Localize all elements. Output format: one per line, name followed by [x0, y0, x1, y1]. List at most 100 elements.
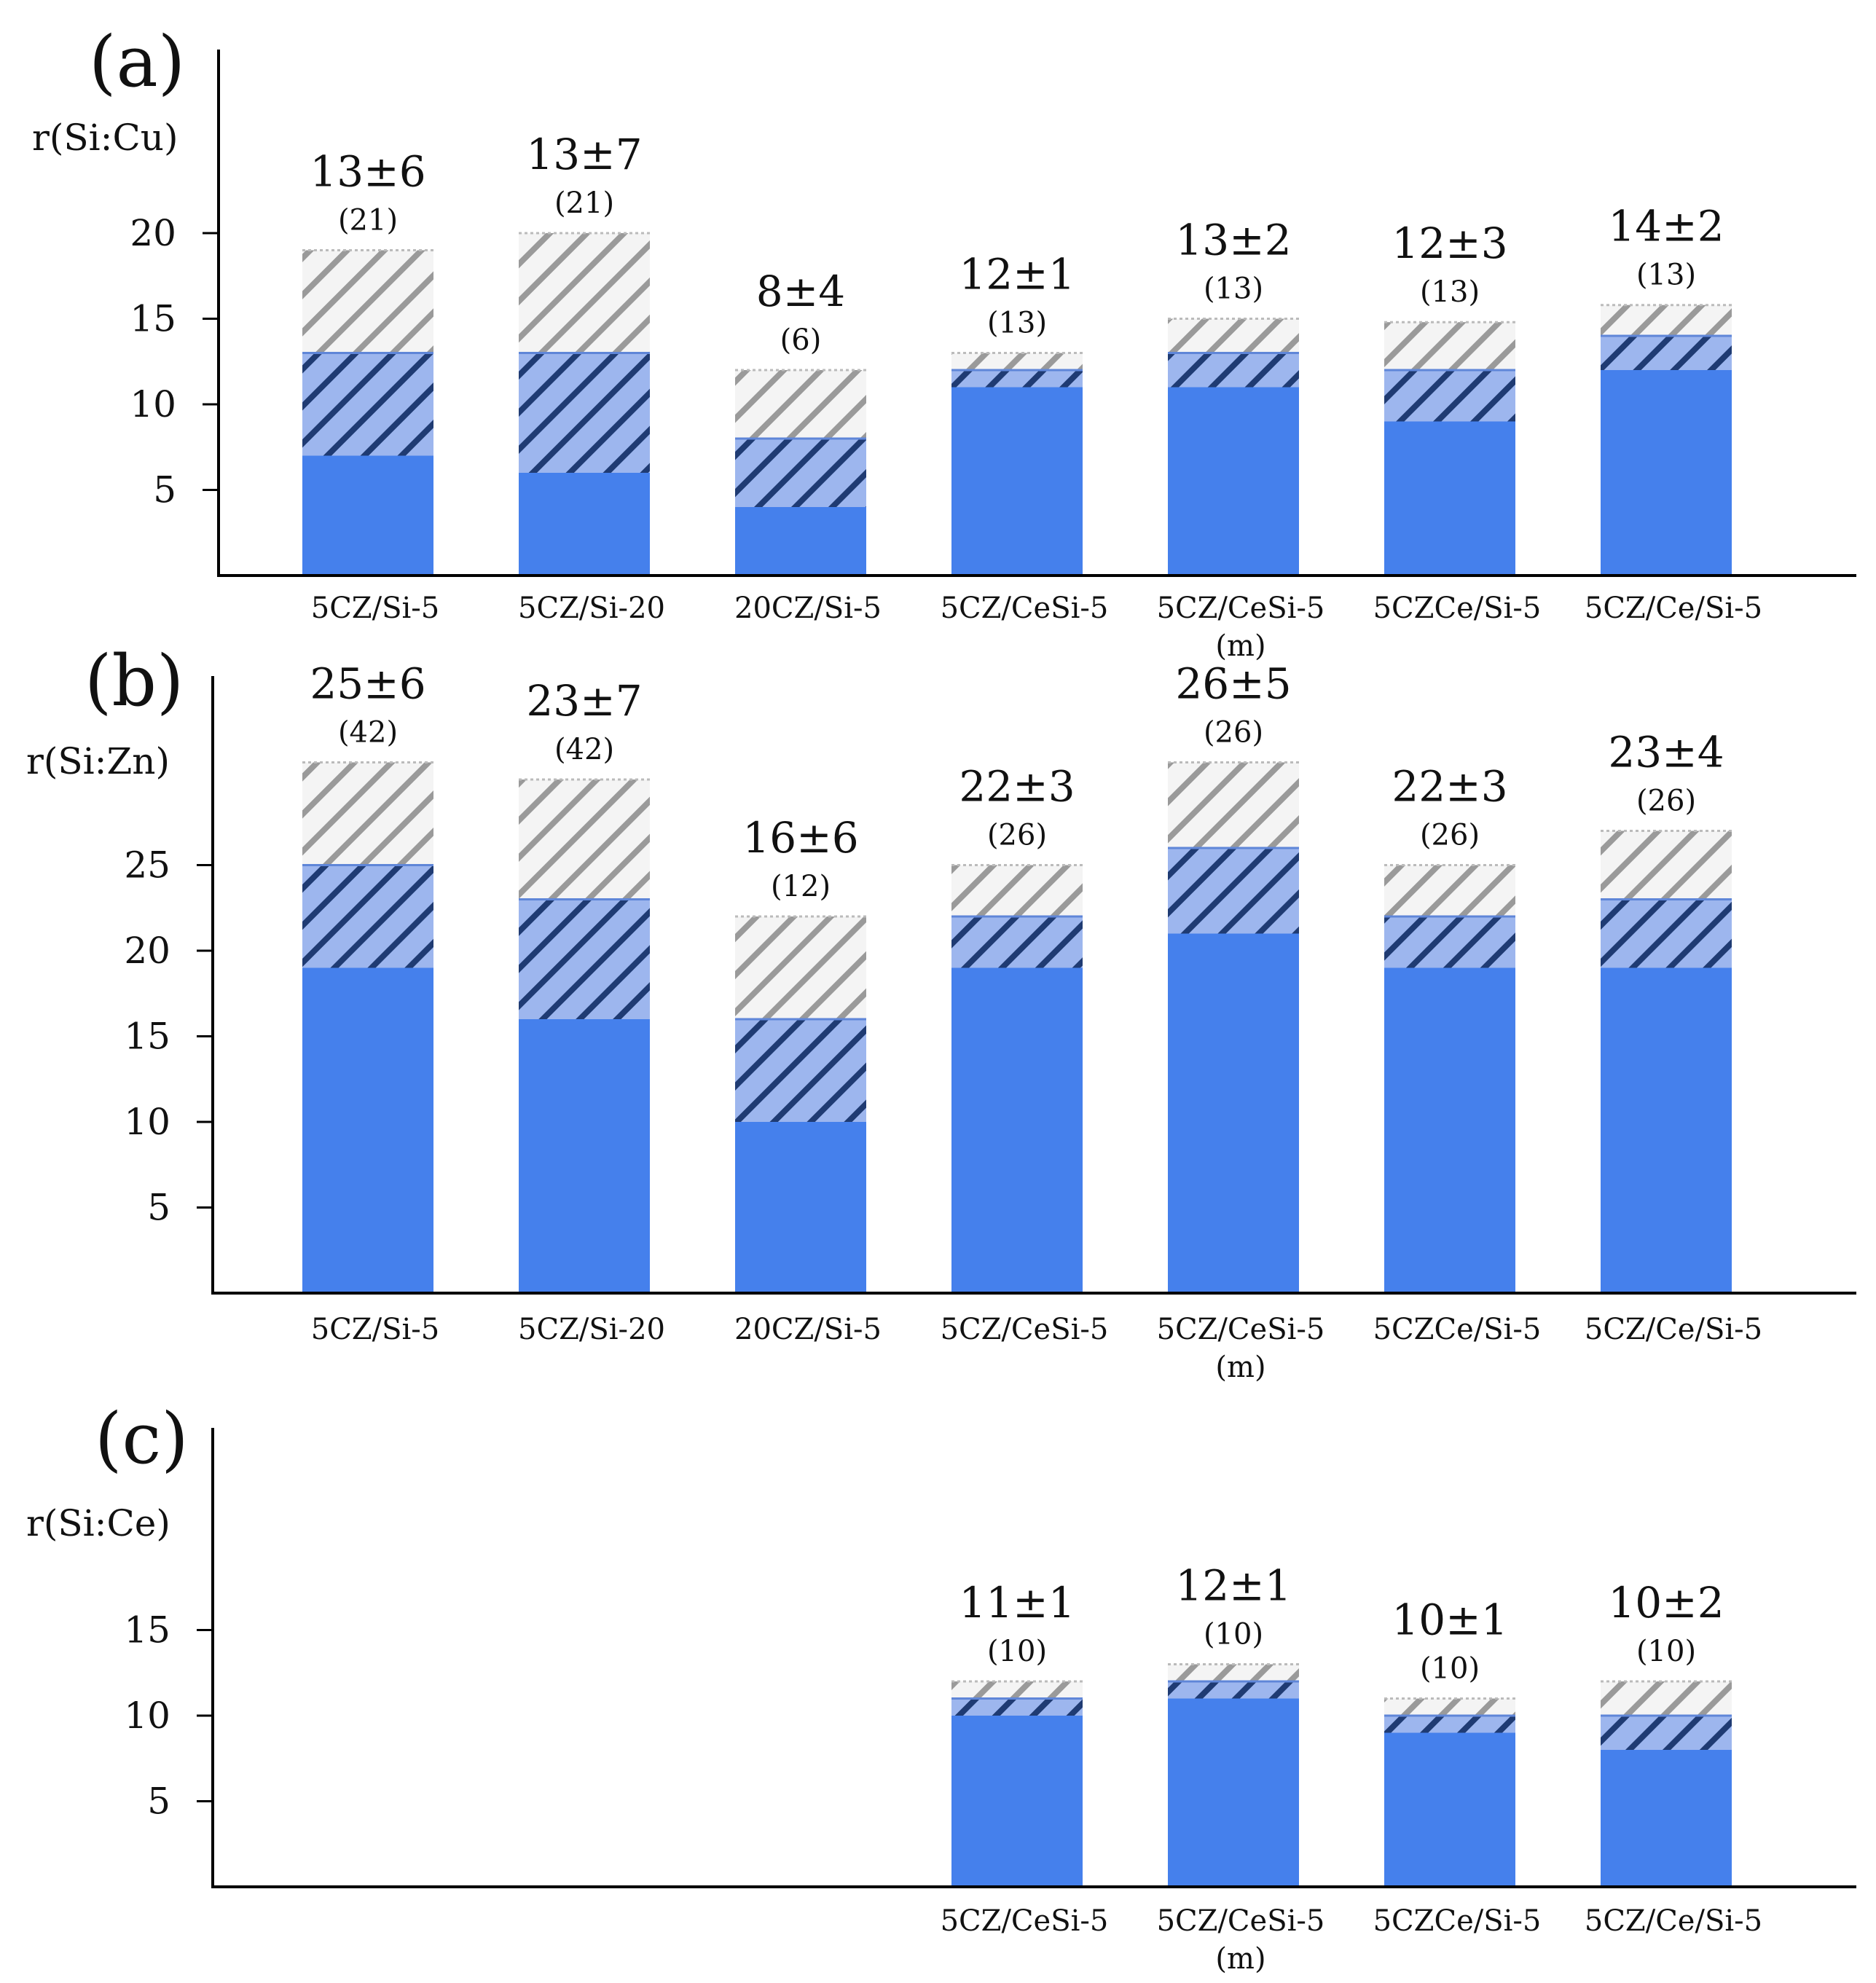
count-label: (21) — [338, 204, 398, 237]
core-bar — [519, 473, 650, 576]
stdev-range-bar — [951, 1698, 1083, 1716]
mean-sd-label: 13±7 — [526, 130, 642, 179]
max-range-bar — [735, 370, 866, 439]
stdev-range-bar — [302, 865, 433, 968]
count-label: (10) — [1420, 1652, 1480, 1686]
mean-sd-label: 12±1 — [1175, 1561, 1291, 1611]
mean-sd-label: 12±1 — [959, 250, 1075, 299]
stdev-range-bar — [735, 1019, 866, 1122]
panel-b: (b) r(Si:Zn) 25±6 (42) 5CZ/Si-5 23±7 (42) 5CZ… — [26, 640, 1856, 1384]
panel-a-label: (a) — [89, 21, 185, 103]
max-range-bar — [951, 353, 1083, 370]
core-bar — [951, 1716, 1083, 1887]
y-tick-label: 15 — [124, 1609, 170, 1652]
x-tick-label: 5CZ/Si-20 — [518, 592, 665, 625]
core-bar — [1168, 1698, 1299, 1887]
panel-c-ylabel: r(Si:Ce) — [26, 1502, 170, 1544]
count-label: (10) — [987, 1635, 1047, 1668]
mean-sd-label: 13±2 — [1175, 216, 1291, 265]
mean-sd-label: 11±1 — [959, 1578, 1075, 1627]
stdev-range-bar — [519, 353, 650, 473]
stdev-range-bar — [1601, 899, 1732, 968]
stdev-range-bar — [951, 916, 1083, 968]
mean-sd-label: 23±7 — [526, 676, 642, 726]
y-tick-label: 20 — [130, 212, 176, 254]
y-tick-label: 10 — [124, 1695, 170, 1737]
x-tick-label: 5CZ/CeSi-5 — [1157, 1904, 1325, 1938]
x-tick-label: 5CZ/Ce/Si-5 — [1585, 1313, 1762, 1346]
x-tick-label: (m) — [1215, 1351, 1265, 1384]
panel-a-ylabel: r(Si:Cu) — [32, 117, 178, 159]
x-tick-label: 5CZ/CeSi-5 — [1157, 592, 1325, 625]
core-bar — [735, 507, 866, 576]
count-label: (13) — [1204, 272, 1263, 306]
x-tick-label: (m) — [1215, 629, 1265, 663]
count-label: (26) — [987, 819, 1047, 852]
max-range-bar — [1384, 322, 1515, 370]
max-range-bar — [1384, 865, 1515, 916]
panel-b-plot: 25±6 (42) 5CZ/Si-5 23±7 (42) 5CZ/Si-20 16±6 (12… — [124, 659, 1856, 1384]
stdev-range-bar — [1168, 353, 1299, 388]
mean-sd-label: 14±2 — [1608, 202, 1724, 251]
count-label: (26) — [1636, 785, 1696, 818]
max-range-bar — [951, 865, 1083, 916]
max-range-bar — [302, 762, 433, 865]
count-label: (13) — [1420, 275, 1480, 309]
max-range-bar — [735, 916, 866, 1019]
x-tick-label: 5CZ/Si-5 — [311, 1313, 439, 1346]
y-tick-label: 10 — [130, 383, 176, 425]
panel-a: (a) r(Si:Cu) 13±6 (21) 5CZ/Si-5 13±7 (21) 5CZ… — [32, 21, 1856, 663]
max-range-bar — [1601, 830, 1732, 900]
max-range-bar — [1168, 1664, 1299, 1681]
mean-sd-label: 13±6 — [310, 147, 425, 197]
core-bar — [1601, 967, 1732, 1293]
core-bar — [519, 1019, 650, 1293]
count-label: (6) — [780, 323, 822, 357]
panel-c: (c) r(Si:Ce) 11±1 (10) 5CZ/CeSi-5 12±1 (10) 5… — [26, 1398, 1856, 1976]
core-bar — [302, 455, 433, 576]
count-label: (42) — [554, 733, 614, 766]
stdev-range-bar — [1601, 336, 1732, 370]
x-tick-label: 20CZ/Si-5 — [734, 1313, 882, 1346]
stdev-range-bar — [302, 353, 433, 456]
stdev-range-bar — [1384, 1716, 1515, 1733]
stdev-range-bar — [1384, 370, 1515, 422]
mean-sd-label: 22±3 — [959, 762, 1075, 812]
stdev-range-bar — [735, 439, 866, 507]
x-tick-label: 5CZ/CeSi-5 — [941, 592, 1109, 625]
y-tick-label: 25 — [124, 844, 170, 887]
mean-sd-label: 23±4 — [1608, 728, 1724, 777]
count-label: (42) — [338, 716, 398, 750]
max-range-bar — [1601, 1681, 1732, 1716]
count-label: (26) — [1420, 819, 1480, 852]
max-range-bar — [302, 250, 433, 353]
x-tick-label: 5CZ/CeSi-5 — [1157, 1313, 1325, 1346]
x-tick-label: 5CZ/CeSi-5 — [941, 1904, 1109, 1938]
panel-c-plot: 11±1 (10) 5CZ/CeSi-5 12±1 (10) 5CZ/CeSi-5 (m) 1… — [124, 1428, 1856, 1976]
mean-sd-label: 22±3 — [1392, 762, 1507, 812]
panel-b-label: (b) — [85, 640, 184, 722]
max-range-bar — [951, 1681, 1083, 1699]
core-bar — [1384, 967, 1515, 1293]
core-bar — [951, 967, 1083, 1293]
count-label: (10) — [1636, 1635, 1696, 1668]
y-tick-label: 5 — [147, 1780, 170, 1823]
core-bar — [1601, 370, 1732, 576]
stdev-range-bar — [1168, 1681, 1299, 1699]
core-bar — [1384, 421, 1515, 576]
stdev-range-bar — [951, 370, 1083, 388]
mean-sd-label: 16±6 — [742, 813, 858, 863]
core-bar — [1168, 387, 1299, 576]
y-tick-label: 10 — [124, 1101, 170, 1143]
max-range-bar — [1601, 305, 1732, 336]
y-tick-label: 20 — [124, 930, 170, 972]
mean-sd-label: 26±5 — [1175, 659, 1291, 709]
y-tick-label: 5 — [147, 1187, 170, 1229]
mean-sd-label: 12±3 — [1392, 219, 1507, 268]
mean-sd-label: 8±4 — [756, 267, 845, 316]
count-label: (10) — [1204, 1618, 1263, 1652]
max-range-bar — [1168, 318, 1299, 353]
count-label: (26) — [1204, 716, 1263, 750]
x-tick-label: 5CZCe/Si-5 — [1373, 592, 1542, 625]
